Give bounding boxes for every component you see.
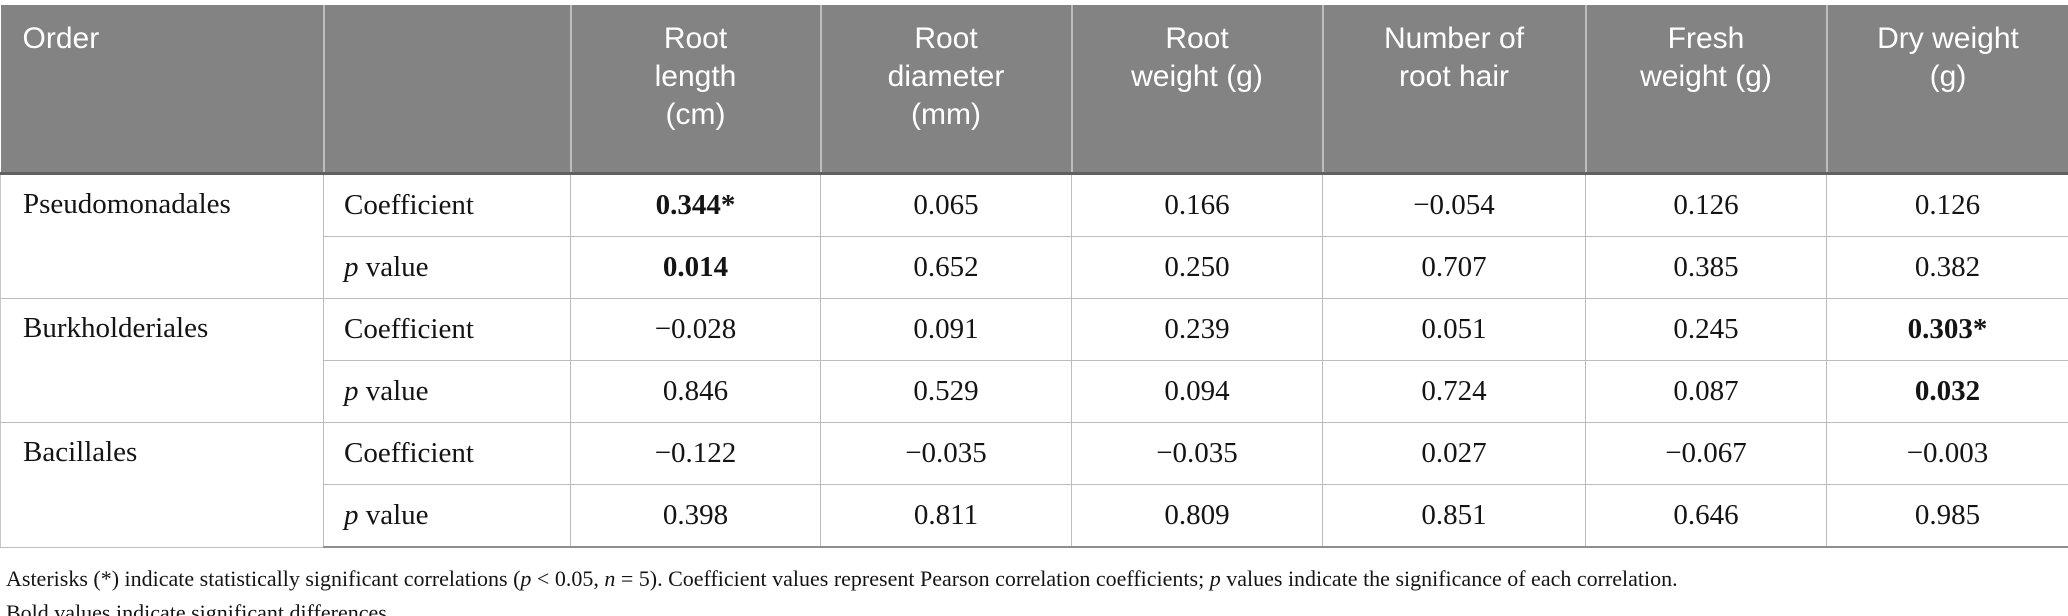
value-cell: 0.094 — [1071, 360, 1323, 423]
value-cell: 0.126 — [1585, 173, 1827, 237]
value-cell: 0.032 — [1826, 360, 2068, 423]
value-cell: 0.065 — [820, 173, 1072, 237]
metric-label-cell: p value — [323, 236, 571, 299]
value-cell: −0.035 — [820, 422, 1072, 485]
value-cell: 0.250 — [1071, 236, 1323, 299]
value-cell: −0.035 — [1071, 422, 1323, 485]
value-cell: −0.028 — [570, 298, 821, 361]
metric-label-cell: Coefficient — [323, 298, 571, 361]
order-name-cell: Pseudomonadales — [0, 173, 324, 299]
value-cell: 0.385 — [1585, 236, 1827, 299]
metric-label-cell: Coefficient — [323, 173, 571, 237]
value-cell: 0.846 — [570, 360, 821, 423]
column-header-order: Order — [0, 5, 324, 175]
order-name-cell: Burkholderiales — [0, 298, 324, 423]
value-cell: 0.245 — [1585, 298, 1827, 361]
metric-label-cell: p value — [323, 484, 571, 548]
value-cell: 0.985 — [1826, 484, 2068, 548]
value-cell: 0.851 — [1322, 484, 1586, 548]
value-cell: 0.239 — [1071, 298, 1323, 361]
value-cell: −0.122 — [570, 422, 821, 485]
table-wrap: Order Root length (cm) Root diameter (mm… — [0, 5, 2068, 548]
column-header-dry-weight: Dry weight (g) — [1825, 5, 2068, 175]
table-row-burkholderiales-coefficient: Burkholderiales Coefficient −0.028 0.091… — [0, 298, 2068, 423]
value-cell: 0.344* — [570, 173, 821, 237]
value-cell: −0.003 — [1826, 422, 2068, 485]
table-row-pseudomonadales-pvalue: p value 0.014 0.652 0.250 0.707 0.385 0.… — [1, 236, 2068, 299]
value-cell: 0.014 — [570, 236, 821, 299]
column-header-fresh-weight: Fresh weight (g) — [1584, 5, 1827, 175]
column-header-root-weight: Root weight (g) — [1070, 5, 1323, 175]
column-header-root-length: Root length (cm) — [569, 5, 821, 175]
order-name-cell: Bacillales — [0, 422, 324, 548]
table-footnote: Asterisks (*) indicate statistically sig… — [0, 548, 2068, 616]
table-header-row: Order Root length (cm) Root diameter (mm… — [0, 5, 2068, 175]
value-cell: 0.809 — [1071, 484, 1323, 548]
value-cell: −0.054 — [1322, 173, 1586, 237]
value-cell: 0.091 — [820, 298, 1072, 361]
footnote-line-1: Asterisks (*) indicate statistically sig… — [6, 566, 1678, 591]
correlation-table: Order Root length (cm) Root diameter (mm… — [0, 5, 2068, 548]
value-cell: 0.811 — [820, 484, 1072, 548]
value-cell: −0.067 — [1585, 422, 1827, 485]
metric-label-cell: p value — [323, 360, 571, 423]
table-row-pseudomonadales-coefficient: Pseudomonadales Coefficient 0.344* 0.065… — [0, 173, 2068, 299]
column-header-blank — [322, 5, 571, 175]
value-cell: 0.529 — [820, 360, 1072, 423]
metric-label-cell: Coefficient — [323, 422, 571, 485]
value-cell: 0.646 — [1585, 484, 1827, 548]
column-header-root-diameter: Root diameter (mm) — [819, 5, 1072, 175]
value-cell: 0.027 — [1322, 422, 1586, 485]
value-cell: 0.051 — [1322, 298, 1586, 361]
footnote-line-2: Bold values indicate significant differe… — [6, 600, 393, 616]
table-row-bacillales-coefficient: Bacillales Coefficient −0.122 −0.035 −0.… — [0, 422, 2068, 548]
value-cell: 0.724 — [1322, 360, 1586, 423]
column-header-number-of-root-hair: Number of root hair — [1321, 5, 1586, 175]
table-row-bacillales-pvalue: p value 0.398 0.811 0.809 0.851 0.646 0.… — [1, 484, 2068, 548]
value-cell: 0.652 — [820, 236, 1072, 299]
value-cell: 0.382 — [1826, 236, 2068, 299]
table-row-burkholderiales-pvalue: p value 0.846 0.529 0.094 0.724 0.087 0.… — [1, 360, 2068, 423]
value-cell: 0.126 — [1826, 173, 2068, 237]
value-cell: 0.398 — [570, 484, 821, 548]
value-cell: 0.707 — [1322, 236, 1586, 299]
value-cell: 0.303* — [1826, 298, 2068, 361]
value-cell: 0.166 — [1071, 173, 1323, 237]
value-cell: 0.087 — [1585, 360, 1827, 423]
